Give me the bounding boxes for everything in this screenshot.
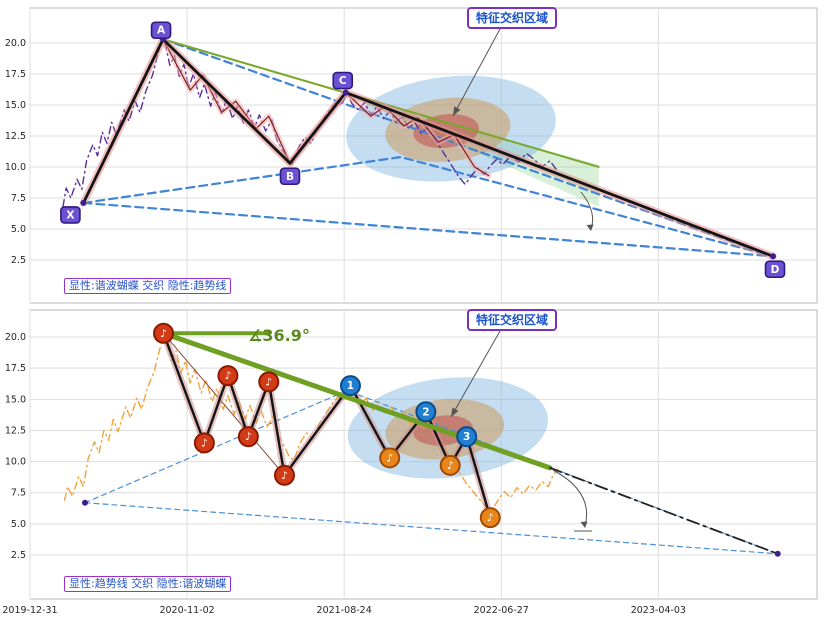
- butterfly-xabcd-line: [82, 37, 775, 258]
- small-curved-arrow: [552, 469, 588, 527]
- y-tick-label: 7.5: [11, 193, 26, 204]
- x-tick-label: 2021-08-24: [317, 605, 372, 616]
- x-tick-label: 2023-04-03: [631, 605, 686, 616]
- svg-text:♪: ♪: [245, 431, 252, 443]
- small-curved-arrowhead: [586, 224, 594, 231]
- marker-red-♪[interactable]: ♪: [153, 322, 175, 344]
- point-dot: [81, 499, 88, 506]
- legend-label-bottom-panel: 显性:趋势线 交织 隐性:谐波蝴蝶: [64, 576, 232, 592]
- projection-dashdot-black: [549, 466, 779, 555]
- svg-text:♪: ♪: [201, 437, 208, 449]
- svg-text:B: B: [286, 171, 294, 183]
- svg-text:♪: ♪: [225, 370, 232, 382]
- y-tick-label: 7.5: [11, 488, 26, 499]
- y-tick-label: 15.0: [5, 394, 26, 405]
- svg-text:♪: ♪: [160, 328, 167, 340]
- price-line: [63, 332, 559, 511]
- svg-text:X: X: [66, 209, 74, 221]
- marker-red-♪[interactable]: ♪: [193, 432, 215, 454]
- marker-point-D[interactable]: D: [764, 260, 786, 279]
- hidden-butterfly-thin: [163, 332, 285, 476]
- svg-text:♪: ♪: [386, 452, 393, 464]
- hidden-support-dashed: [84, 389, 779, 555]
- explicit-trendline-green: [161, 330, 553, 471]
- x-tick-label: 2019-12-31: [2, 605, 57, 616]
- marker-blue-1[interactable]: 1: [339, 375, 361, 397]
- y-tick-label: 10.0: [5, 162, 26, 173]
- x-tick-label: 2022-06-27: [474, 605, 529, 616]
- marker-orange-♪[interactable]: ♪: [379, 447, 401, 469]
- svg-text:2: 2: [422, 406, 429, 418]
- svg-text:D: D: [771, 264, 780, 276]
- svg-text:3: 3: [463, 431, 470, 443]
- x-tick-label: 2020-11-02: [159, 605, 214, 616]
- y-tick-label: 12.5: [5, 131, 26, 142]
- y-tick-label: 12.5: [5, 425, 26, 436]
- annotation-arrow: [452, 28, 501, 117]
- y-tick-label: 20.0: [5, 38, 26, 49]
- marker-point-A[interactable]: A: [150, 21, 172, 40]
- marker-orange-♪[interactable]: ♪: [439, 454, 461, 476]
- marker-point-X[interactable]: X: [60, 206, 81, 224]
- y-tick-label: 17.5: [5, 69, 26, 80]
- marker-red-♪[interactable]: ♪: [273, 464, 295, 486]
- annotation-arrowhead: [453, 106, 461, 116]
- marker-orange-♪[interactable]: ♪: [479, 507, 501, 529]
- y-tick-label: 17.5: [5, 363, 26, 374]
- marker-red-♪[interactable]: ♪: [217, 365, 239, 387]
- y-tick-label: 5.0: [11, 224, 26, 235]
- hidden-trendline-upper: [82, 155, 775, 258]
- y-tick-label: 15.0: [5, 100, 26, 111]
- feature-interweave-region-label-top: 特征交织区域: [467, 7, 558, 29]
- point-dot: [80, 199, 87, 206]
- y-tick-label: 5.0: [11, 519, 26, 530]
- marker-point-B[interactable]: B: [279, 167, 301, 186]
- svg-text:♪: ♪: [265, 376, 272, 388]
- svg-text:A: A: [157, 25, 166, 37]
- y-tick-label: 10.0: [5, 457, 26, 468]
- svg-text:♪: ♪: [487, 512, 494, 524]
- y-tick-label: 2.5: [11, 550, 26, 561]
- annotation-arrow: [450, 330, 501, 418]
- marker-point-C[interactable]: C: [332, 71, 354, 90]
- angle-annotation: ∡36.9°: [248, 326, 310, 345]
- annotation-arrowhead: [451, 407, 459, 417]
- y-tick-label: 20.0: [5, 332, 26, 343]
- marker-red-♪[interactable]: ♪: [237, 426, 259, 448]
- svg-text:C: C: [339, 75, 347, 87]
- hidden-trendline-lower: [82, 201, 775, 258]
- small-curved-arrowhead: [580, 521, 588, 528]
- point-dot: [770, 253, 777, 260]
- point-dot: [774, 550, 781, 557]
- marker-blue-3[interactable]: 3: [456, 426, 478, 448]
- svg-text:♪: ♪: [281, 470, 288, 482]
- legend-label-top-panel: 显性:谐波蝴蝶 交织 隐性:趋势线: [64, 278, 232, 294]
- marker-red-♪[interactable]: ♪: [258, 371, 280, 393]
- feature-interweave-region-label-bottom: 特征交织区域: [467, 309, 558, 331]
- svg-text:♪: ♪: [447, 460, 454, 472]
- y-tick-label: 2.5: [11, 255, 26, 266]
- hidden-base-dashed: [84, 502, 779, 555]
- svg-text:1: 1: [347, 380, 354, 392]
- point-dot: [342, 89, 349, 96]
- marker-blue-2[interactable]: 2: [415, 401, 437, 423]
